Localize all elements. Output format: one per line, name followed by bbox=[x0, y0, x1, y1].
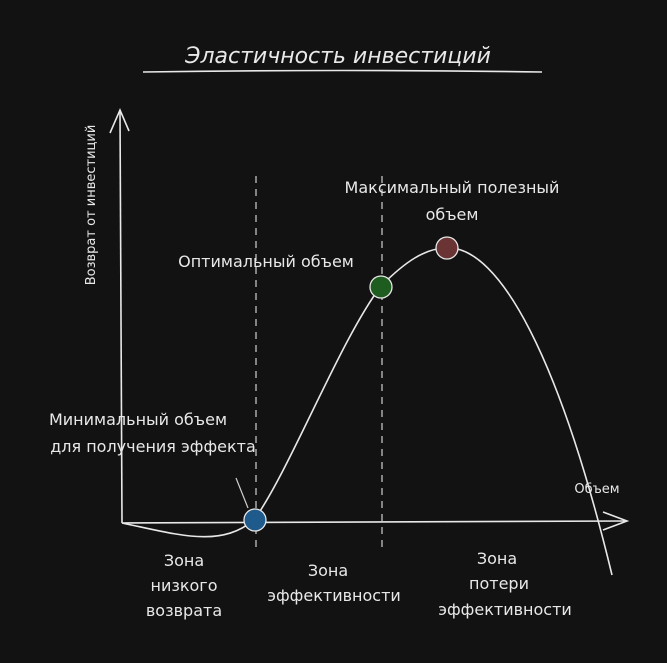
zone-effective-line2: эффективности bbox=[267, 586, 401, 605]
min-point-label-line1: Минимальный объем bbox=[49, 410, 227, 429]
max-point-label-line1: Максимальный полезный bbox=[345, 178, 560, 197]
zone-low-line1: Зона bbox=[164, 551, 204, 570]
y-axis-label: Возврат от инвестиций bbox=[84, 125, 99, 286]
zone-loss-line3: эффективности bbox=[438, 600, 572, 619]
x-axis-arrow bbox=[602, 511, 630, 531]
optimal-point-label: Оптимальный объем bbox=[178, 252, 354, 271]
x-axis-label: Объем bbox=[574, 482, 619, 497]
diagram-title: Эластичность инвестиций bbox=[184, 44, 491, 69]
x-axis bbox=[121, 520, 627, 524]
min-point-label-line2: для получения эффекта bbox=[50, 437, 256, 456]
optimal-point-marker bbox=[369, 275, 393, 299]
y-axis bbox=[119, 111, 123, 524]
zone-low-line2: низкого bbox=[150, 576, 217, 595]
min-point-leader bbox=[235, 477, 249, 509]
max-point-marker bbox=[435, 236, 459, 260]
zone-effective-line1: Зона bbox=[308, 561, 348, 580]
y-axis-arrow bbox=[109, 107, 130, 134]
zone-loss-line2: потери bbox=[469, 574, 529, 593]
zone-loss-line1: Зона bbox=[477, 549, 517, 568]
min-point-marker bbox=[243, 508, 267, 532]
title-underline bbox=[142, 69, 543, 73]
zone-low-line3: возврата bbox=[146, 601, 222, 620]
max-point-label-line2: объем bbox=[426, 205, 479, 224]
